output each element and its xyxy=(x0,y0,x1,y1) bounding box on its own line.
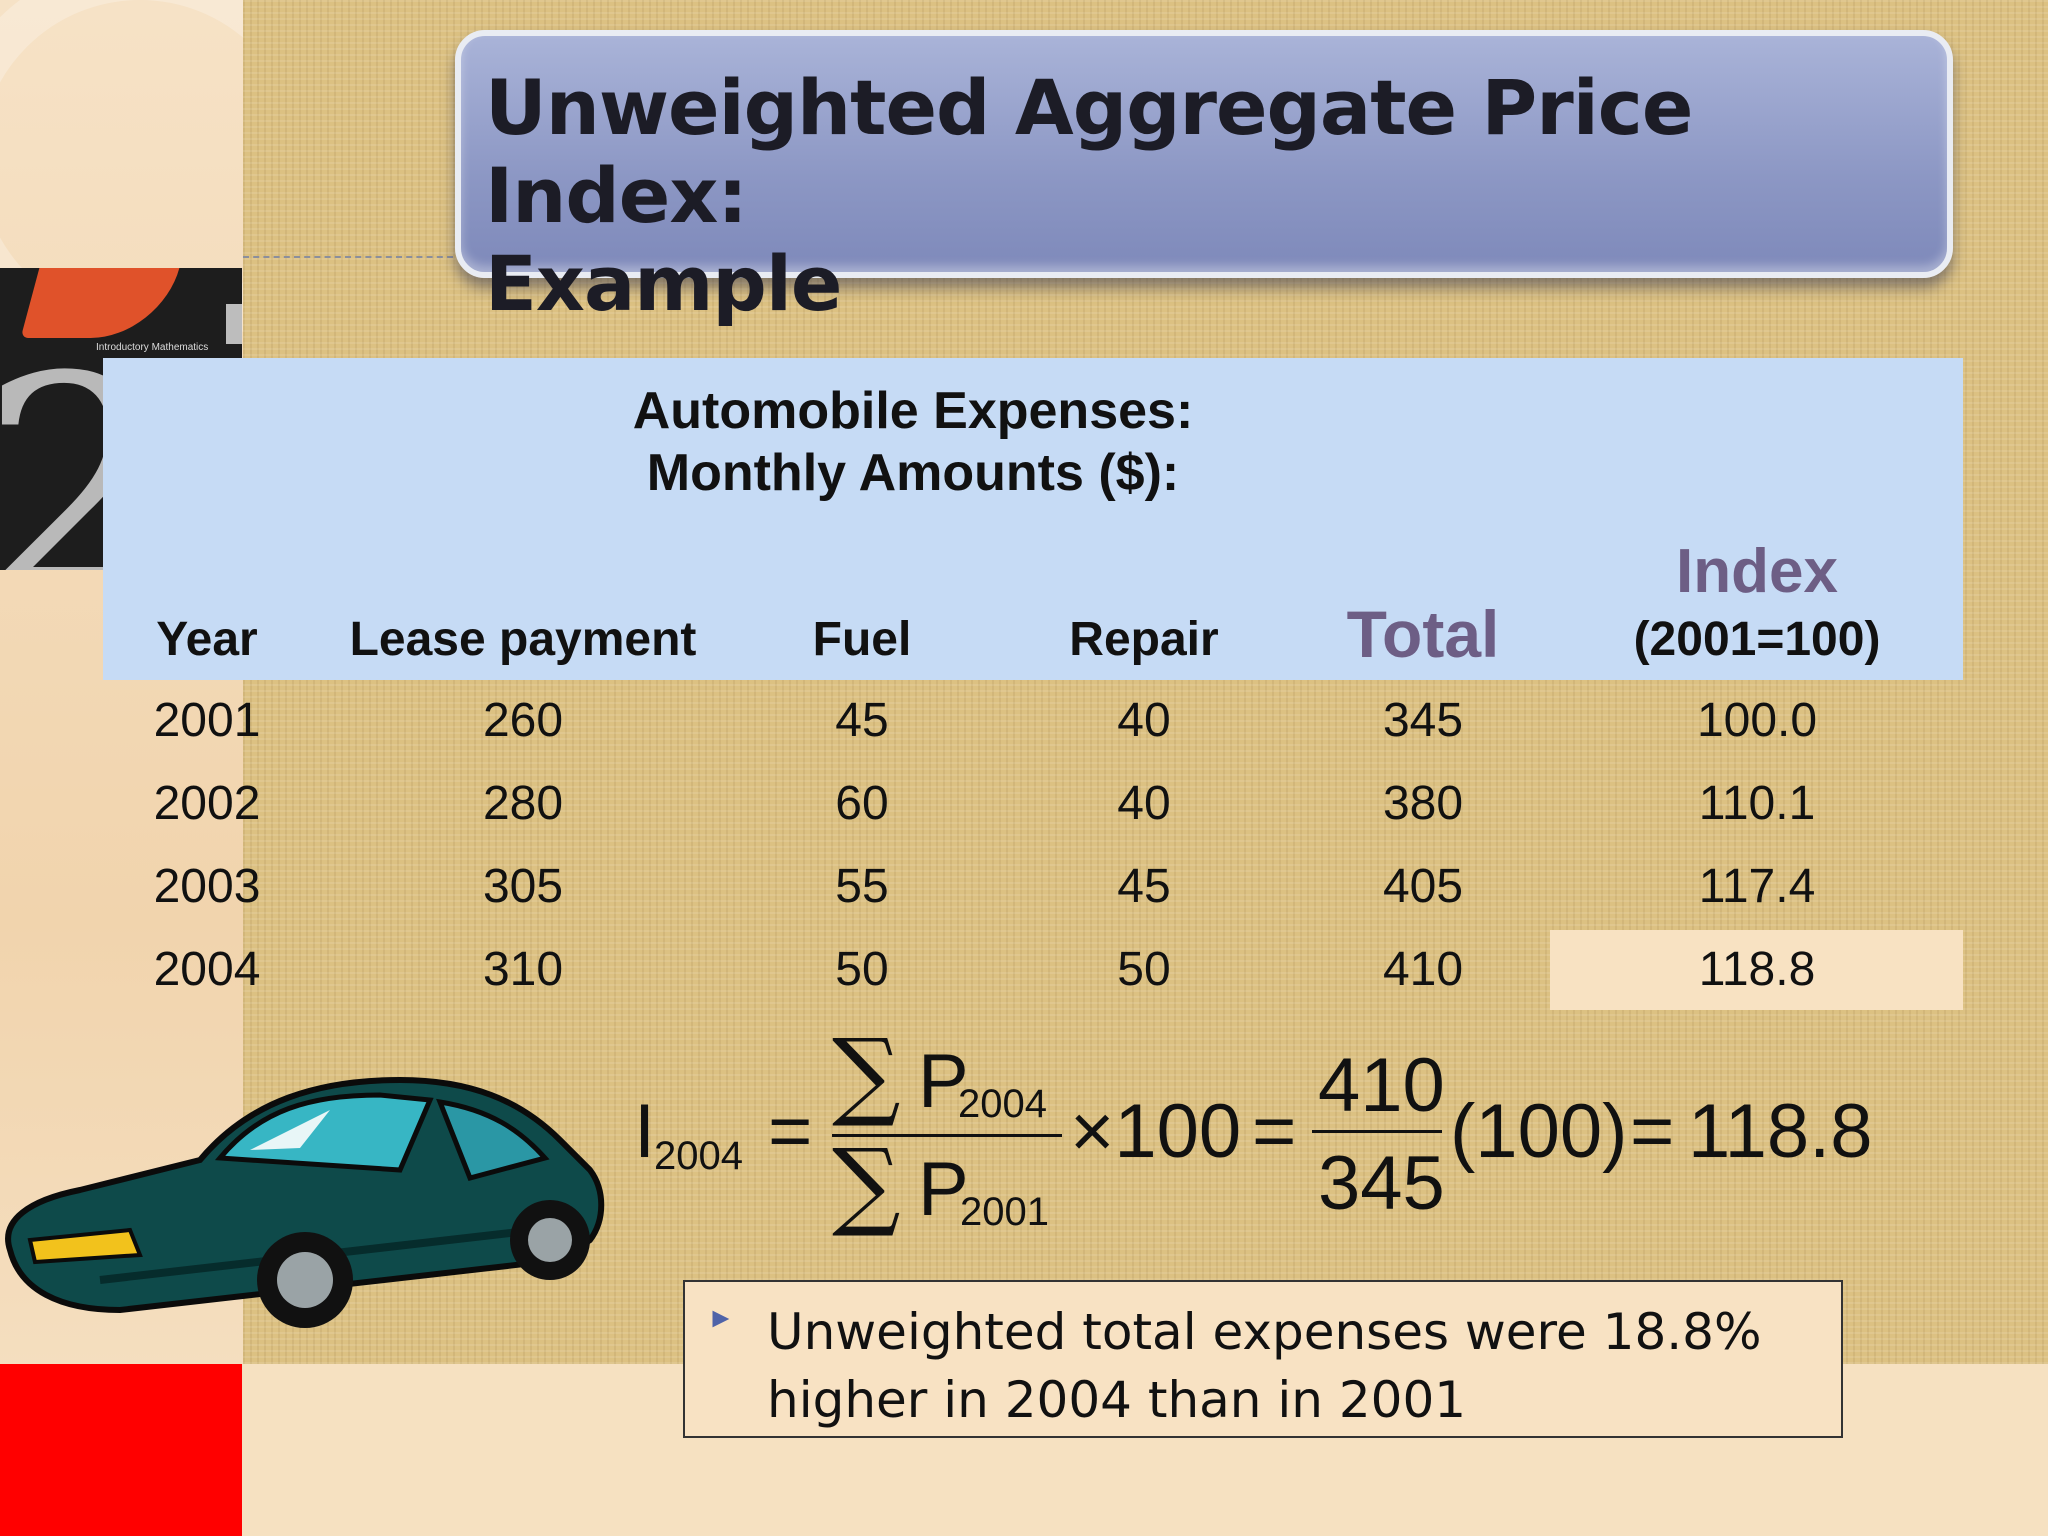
cell-index: 100.0 xyxy=(1696,694,1818,747)
formula-denominator-sub: 2001 xyxy=(960,1190,1049,1234)
cell-index: 117.4 xyxy=(1698,860,1816,913)
cell-total: 410 xyxy=(1382,943,1464,996)
formula-equals-1: = xyxy=(768,1089,813,1174)
car-image xyxy=(5,1076,605,1328)
header-total: Total xyxy=(1346,597,1500,671)
table-subtitle-line-2: Monthly Amounts ($): xyxy=(646,444,1180,502)
cell-repair: 50 xyxy=(1117,943,1171,996)
formula-lhs: I xyxy=(634,1089,656,1174)
formula-equals-2: = xyxy=(1252,1089,1297,1174)
cell-year: 2004 xyxy=(153,943,261,996)
cell-index: 118.8 xyxy=(1698,943,1816,996)
cell-lease: 305 xyxy=(482,860,564,913)
cell-total: 405 xyxy=(1382,860,1464,913)
book-cover-bar xyxy=(226,304,242,344)
book-cover-text: Introductory Mathematics xyxy=(96,342,209,353)
header-lease-payment: Lease payment xyxy=(349,613,697,666)
cell-lease: 260 xyxy=(482,694,564,747)
formula-times-100: ×100 xyxy=(1070,1089,1242,1174)
cell-lease: 310 xyxy=(482,943,564,996)
formula-numerator-value: 410 xyxy=(1318,1043,1445,1128)
formula-numerator-sub: 2004 xyxy=(958,1082,1047,1126)
cell-fuel: 60 xyxy=(835,777,889,830)
table-subtitle-line-1: Automobile Expenses: xyxy=(632,382,1194,440)
cell-year: 2001 xyxy=(153,694,261,747)
formula-fraction-bar-2 xyxy=(1312,1130,1442,1133)
conclusion-text: Unweighted total expenses were 18.8% hig… xyxy=(767,1303,1762,1429)
formula-equals-3: = xyxy=(1630,1089,1675,1174)
header-index: Index xyxy=(1676,537,1838,606)
table-header-panel: Automobile Expenses: Monthly Amounts ($)… xyxy=(103,358,1963,680)
cell-total: 345 xyxy=(1382,694,1464,747)
formula-paren-100: (100) xyxy=(1450,1089,1628,1174)
cell-repair: 40 xyxy=(1117,777,1171,830)
cell-total: 380 xyxy=(1382,777,1464,830)
header-fuel: Fuel xyxy=(812,613,912,666)
formula-result: 118.8 xyxy=(1688,1089,1873,1174)
cell-fuel: 55 xyxy=(835,860,889,913)
header-index-base: (2001=100) xyxy=(1633,613,1881,666)
cell-year: 2002 xyxy=(153,777,261,830)
cell-fuel: 50 xyxy=(835,943,889,996)
bullet-arrow-icon: ► xyxy=(707,1302,735,1333)
formula-sigma-numerator: ∑ xyxy=(832,1018,901,1130)
formula-numerator-var: P xyxy=(918,1039,969,1124)
formula-denominator-var: P xyxy=(918,1147,969,1232)
title-line-2: Example xyxy=(485,239,842,328)
header-repair: Repair xyxy=(1069,613,1219,666)
title-line-1: Unweighted Aggregate Price Index: xyxy=(485,63,1693,240)
formula-denominator-value: 345 xyxy=(1318,1141,1445,1226)
dashed-divider xyxy=(243,256,453,258)
header-year: Year xyxy=(156,613,258,666)
cell-year: 2003 xyxy=(153,860,261,913)
cell-repair: 40 xyxy=(1117,694,1171,747)
conclusion-callout: ► Unweighted total expenses were 18.8% h… xyxy=(683,1280,1843,1438)
formula-sigma-denominator: ∑ xyxy=(832,1128,901,1240)
cell-repair: 45 xyxy=(1117,860,1171,913)
title-banner: Unweighted Aggregate Price Index: Exampl… xyxy=(455,30,1953,328)
highlighted-index-cell xyxy=(1550,930,1963,1010)
cell-index: 110.1 xyxy=(1698,777,1816,830)
cell-lease: 280 xyxy=(482,777,564,830)
table-subtitle: Automobile Expenses: Monthly Amounts ($)… xyxy=(523,380,1303,504)
cell-fuel: 45 xyxy=(835,694,889,747)
slide-title: Unweighted Aggregate Price Index: Exampl… xyxy=(485,64,1947,328)
formula-fraction-bar-1 xyxy=(832,1134,1062,1137)
formula-lhs-sub: 2004 xyxy=(654,1134,743,1178)
red-accent-block xyxy=(0,1364,242,1536)
